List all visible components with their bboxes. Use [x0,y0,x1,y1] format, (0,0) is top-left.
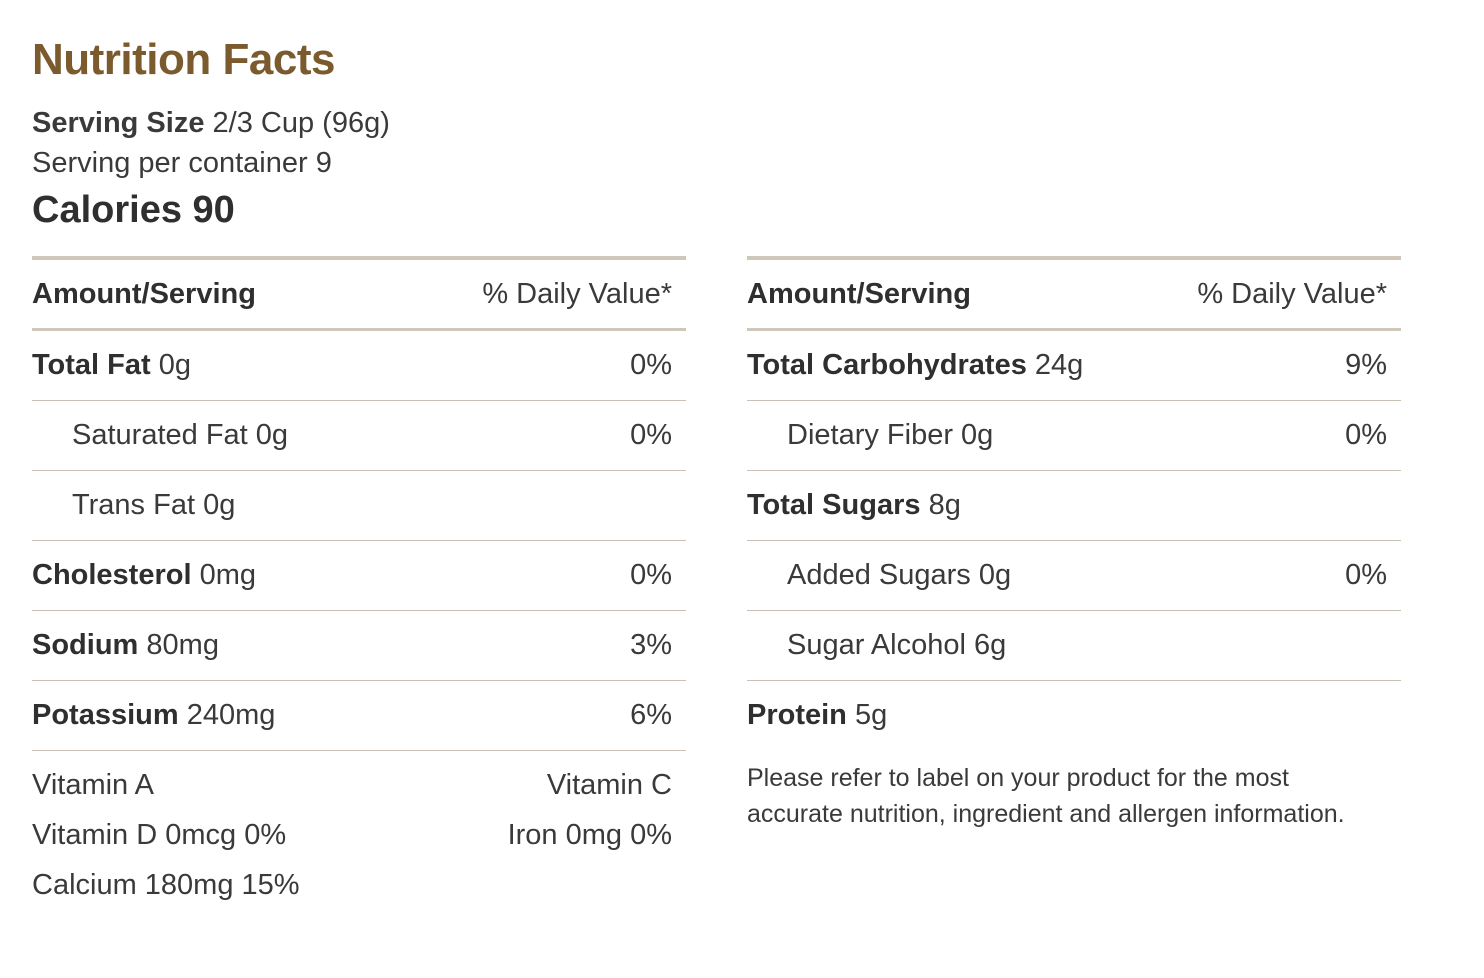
nutrient-dv: 6% [630,699,672,732]
page-title: Nutrition Facts [32,32,335,88]
vitamin-d: Vitamin D 0mcg 0% [32,812,286,862]
nutrient-label: Total Carbohydrates 24g [747,349,1083,382]
nutrient-row-saturated-fat: Saturated Fat 0g 0% [32,401,686,471]
vitamin-row: Vitamin A Vitamin C [32,762,672,812]
nutrient-label: Potassium 240mg [32,699,275,732]
nutrient-row-potassium: Potassium 240mg 6% [32,681,686,751]
nutrient-dv: 0% [1345,559,1387,592]
nutrient-dv: 0% [630,559,672,592]
nutrient-label: Saturated Fat 0g [32,419,288,452]
nutrient-label: Added Sugars 0g [747,559,1011,592]
daily-value-header: % Daily Value* [482,278,672,311]
amount-serving-header: Amount/Serving [747,278,971,311]
nutrient-row-total-carbohydrates: Total Carbohydrates 24g 9% [747,331,1401,401]
nutrient-dv: 9% [1345,349,1387,382]
nutrient-row-sodium: Sodium 80mg 3% [32,611,686,681]
nutrient-row-added-sugars: Added Sugars 0g 0% [747,541,1401,611]
nutrient-label: Sugar Alcohol 6g [747,629,1006,662]
nutrient-label: Cholesterol 0mg [32,559,256,592]
vitamin-row: Vitamin D 0mcg 0% Iron 0mg 0% [32,812,672,862]
vitamin-c: Vitamin C [547,762,672,812]
disclaimer-note: Please refer to label on your product fo… [747,760,1367,832]
nutrient-row-total-sugars: Total Sugars 8g [747,471,1401,541]
nutrient-row-dietary-fiber: Dietary Fiber 0g 0% [747,401,1401,471]
table-header: Amount/Serving % Daily Value* [747,260,1401,331]
nutrient-dv: 0% [630,419,672,452]
vitamin-a: Vitamin A [32,762,154,812]
nutrient-label: Dietary Fiber 0g [747,419,993,452]
serving-size-label: Serving Size [32,107,204,139]
nutrient-dv: 0% [630,349,672,382]
nutrient-dv: 3% [630,629,672,662]
table-header: Amount/Serving % Daily Value* [32,260,686,331]
vitamins-section: Vitamin A Vitamin C Vitamin D 0mcg 0% Ir… [32,762,672,912]
nutrient-row-trans-fat: Trans Fat 0g [32,471,686,541]
servings-per-container: Serving per container 9 [32,144,332,182]
daily-value-header: % Daily Value* [1197,278,1387,311]
nutrient-row-protein: Protein 5g [747,681,1401,750]
nutrient-label: Trans Fat 0g [32,489,235,522]
nutrient-label: Protein 5g [747,699,887,732]
amount-serving-header: Amount/Serving [32,278,256,311]
nutrient-row-sugar-alcohol: Sugar Alcohol 6g [747,611,1401,681]
iron: Iron 0mg 0% [508,812,672,862]
nutrient-label: Total Sugars 8g [747,489,961,522]
nutrient-label: Sodium 80mg [32,629,219,662]
nutrition-table-left: Amount/Serving % Daily Value* Total Fat … [32,256,686,751]
nutrition-table-right: Amount/Serving % Daily Value* Total Carb… [747,256,1401,750]
nutrient-dv: 0% [1345,419,1387,452]
nutrient-row-cholesterol: Cholesterol 0mg 0% [32,541,686,611]
nutrient-label: Total Fat 0g [32,349,191,382]
serving-size-value: 2/3 Cup (96g) [213,107,390,139]
calories: Calories 90 [32,186,235,234]
serving-size: Serving Size 2/3 Cup (96g) [32,104,390,142]
calcium: Calcium 180mg 15% [32,862,300,912]
nutrient-row-total-fat: Total Fat 0g 0% [32,331,686,401]
vitamin-row: Calcium 180mg 15% [32,862,672,912]
